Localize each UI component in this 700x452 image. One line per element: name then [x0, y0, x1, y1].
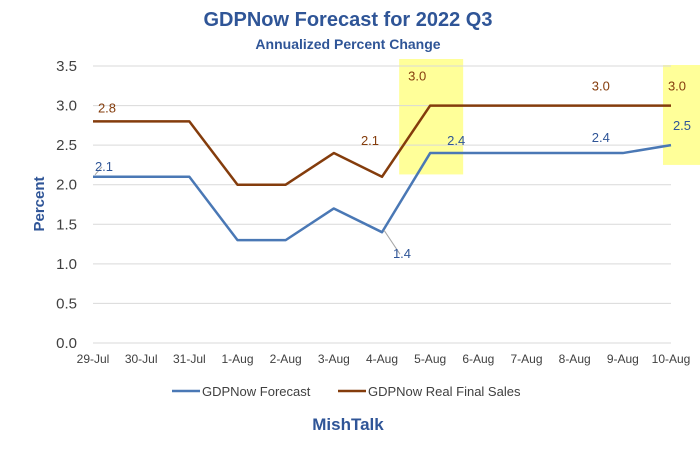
- axis-layer: 0.0 0.5 1.0 1.5 2.0 2.5 3.0 3.5 29-Jul 30-Jul 31-J…: [56, 58, 690, 366]
- series-layer: [92, 104, 672, 242]
- data-label: 2.5: [673, 118, 691, 133]
- label-layer: 2.1 1.4 2.4 2.4 2.5 2.8 2.1 3.0 3.0 3.0: [94, 69, 691, 261]
- highlight-layer: [399, 59, 700, 175]
- legend: GDPNow Forecast GDPNow Real Final Sales: [172, 384, 521, 399]
- x-tick-label: 2-Aug: [270, 352, 302, 366]
- leader-line: [383, 229, 401, 255]
- y-tick-label: 0.5: [56, 295, 77, 312]
- highlight-box-1: [663, 65, 700, 165]
- grid-layer: [93, 65, 671, 344]
- y-axis-label: Percent: [31, 176, 48, 231]
- data-label: 3.0: [668, 79, 686, 94]
- y-tick-label: 2.0: [56, 177, 77, 194]
- x-tick-label: 10-Aug: [652, 352, 691, 366]
- x-tick-label: 6-Aug: [462, 352, 494, 366]
- y-tick-label: 2.5: [56, 137, 77, 154]
- x-tick-label: 31-Jul: [173, 352, 206, 366]
- x-tick-label: 29-Jul: [77, 352, 110, 366]
- x-tick-label: 7-Aug: [510, 352, 542, 366]
- highlight-box-0: [399, 59, 464, 175]
- data-label: 2.1: [95, 159, 113, 174]
- y-tick-label: 1.5: [56, 216, 77, 233]
- chart-subtitle: Annualized Percent Change: [255, 36, 440, 52]
- data-label: 2.1: [361, 133, 379, 148]
- legend-label-final-sales: GDPNow Real Final Sales: [368, 384, 521, 399]
- data-label: 2.4: [447, 133, 465, 148]
- y-tick-label: 0.0: [56, 335, 77, 352]
- x-tick-label: 9-Aug: [607, 352, 639, 366]
- y-tick-label: 3.5: [56, 58, 77, 75]
- chart-title: GDPNow Forecast for 2022 Q3: [204, 9, 493, 31]
- x-tick-label: 5-Aug: [414, 352, 446, 366]
- x-tick-label: 1-Aug: [221, 352, 253, 366]
- data-label: 1.4: [393, 246, 411, 261]
- series-line-0: [93, 143, 672, 242]
- x-tick-label: 3-Aug: [318, 352, 350, 366]
- data-label: 2.8: [98, 100, 116, 115]
- data-label: 3.0: [592, 79, 610, 94]
- legend-label-forecast: GDPNow Forecast: [202, 384, 311, 399]
- footer-brand: MishTalk: [312, 415, 384, 434]
- data-label: 3.0: [408, 69, 426, 84]
- data-label: 2.4: [592, 130, 610, 145]
- x-tick-label: 8-Aug: [559, 352, 591, 366]
- y-tick-label: 1.0: [56, 256, 77, 273]
- x-tick-label: 30-Jul: [125, 352, 158, 366]
- x-tick-label: 4-Aug: [366, 352, 398, 366]
- y-tick-label: 3.0: [56, 98, 77, 115]
- leader-line: [94, 166, 103, 176]
